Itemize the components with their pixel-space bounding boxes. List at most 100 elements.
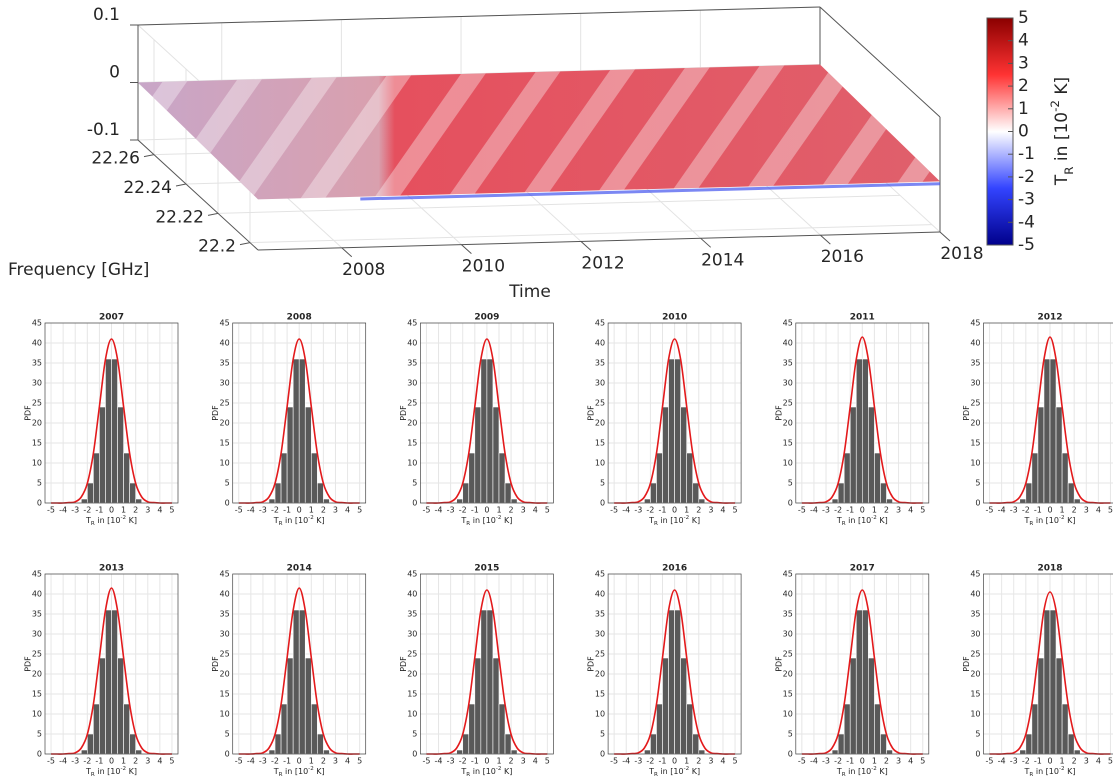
label-part: K]: [314, 767, 325, 776]
bar: [650, 482, 657, 504]
label-part: T: [648, 767, 654, 776]
x-axis-label: TR in [10-2 K]: [836, 515, 888, 527]
x-tick-label: -4: [59, 506, 67, 515]
bar: [268, 749, 276, 755]
bar: [874, 703, 881, 755]
y-tick-label: 10: [32, 710, 42, 719]
x-tick-label: -2: [271, 506, 279, 515]
y-axis-label: PDF: [24, 656, 33, 672]
label-part: K]: [877, 767, 888, 776]
label-part: in [10: [846, 767, 872, 776]
x-tick-label: 5: [733, 506, 738, 515]
bar: [644, 749, 651, 755]
label-part: R: [91, 521, 95, 527]
bar: [274, 482, 282, 504]
x-tick-label: 2008: [342, 260, 385, 280]
y-tick-label: 20: [407, 419, 417, 428]
x-tick-label: -5: [798, 506, 806, 515]
surface-edge: [360, 182, 941, 201]
bar: [1019, 498, 1027, 504]
bar: [298, 358, 306, 504]
bar: [480, 609, 488, 755]
y-tick-label: 5: [600, 730, 605, 739]
y-tick-label: 20: [595, 670, 605, 679]
label-part: in [10: [470, 516, 496, 525]
bar: [880, 482, 887, 504]
colorbar-tick-label: -3: [1018, 190, 1035, 210]
label-part: in [10: [95, 516, 121, 525]
x-tick-label: 1: [1060, 506, 1065, 515]
axes-box: [607, 573, 742, 755]
y-tick-label: 45: [407, 570, 417, 579]
x-tick-label: 4: [157, 757, 162, 766]
x-tick-label: -3: [259, 757, 267, 766]
x-tick-label: -5: [798, 757, 806, 766]
panel-title: 2014: [287, 564, 312, 574]
label-part: -2: [684, 766, 690, 772]
label-part: K]: [501, 767, 512, 776]
y-tick-label: 5: [600, 479, 605, 488]
label-part: T: [460, 516, 466, 525]
y-tick-label: 22.2: [198, 237, 236, 257]
x-tick-label: 4: [345, 757, 350, 766]
y-tick-label: 10: [783, 710, 793, 719]
axes-box: [232, 573, 367, 755]
y-tick-label: 45: [220, 570, 230, 579]
label-part: R: [1029, 521, 1033, 527]
bar: [280, 452, 288, 504]
x-tick-label: 0: [484, 757, 489, 766]
y-tick-label: 30: [220, 379, 230, 388]
label-part: -2: [1048, 100, 1062, 112]
x-tick-label: -3: [634, 506, 642, 515]
bar: [831, 498, 839, 504]
y-tick-label: 40: [407, 590, 417, 599]
bar: [456, 749, 464, 755]
x-tick-label: 3: [521, 506, 526, 515]
bar: [93, 703, 100, 755]
bar: [868, 406, 875, 504]
y-tick-label: 0: [37, 499, 42, 508]
y-tick-label: 20: [783, 419, 793, 428]
y-tick-label: 0: [412, 750, 417, 759]
y-axis-label: PDF: [399, 656, 408, 672]
y-tick-label: 0: [975, 750, 980, 759]
bar: [492, 657, 500, 755]
bar: [849, 657, 857, 755]
label-part: -2: [308, 515, 314, 521]
y-tick-label: 35: [783, 610, 793, 619]
bar: [686, 703, 694, 755]
x-tick-label: 2: [884, 757, 889, 766]
bar: [99, 657, 106, 755]
bar: [99, 406, 106, 504]
y-tick-label: 10: [970, 459, 980, 468]
fit-curve: [238, 587, 360, 755]
y-tick-label: 0: [600, 499, 605, 508]
y-axis-label: PDF: [211, 656, 220, 672]
x-tick-label: -4: [59, 757, 67, 766]
y-tick-label: 30: [407, 379, 417, 388]
x-tick-label: 1: [684, 506, 689, 515]
x-tick-label: 2: [133, 757, 138, 766]
bar: [680, 657, 687, 755]
fit-curve: [426, 338, 548, 504]
x-tick-label: -1: [283, 757, 291, 766]
x-tick-label: 0: [672, 757, 677, 766]
x-tick-label: -1: [471, 757, 479, 766]
x-tick-label: 1: [121, 506, 126, 515]
x-tick-label: 3: [1084, 757, 1089, 766]
bar: [692, 733, 700, 755]
y-tick-label: 15: [407, 690, 417, 699]
bar: [831, 749, 839, 755]
bar: [317, 733, 324, 755]
label-part: K]: [689, 767, 700, 776]
x-axis-label: Time: [508, 282, 551, 302]
x-tick-label: -2: [646, 757, 654, 766]
bar: [868, 657, 875, 755]
x-tick-label: -5: [610, 506, 618, 515]
bar: [662, 657, 669, 755]
y-tick-label: 45: [220, 319, 230, 328]
y-tick-label: 45: [595, 319, 605, 328]
y-tick-label: 20: [220, 419, 230, 428]
bar: [468, 703, 476, 755]
x-tick-label: 0: [109, 757, 114, 766]
